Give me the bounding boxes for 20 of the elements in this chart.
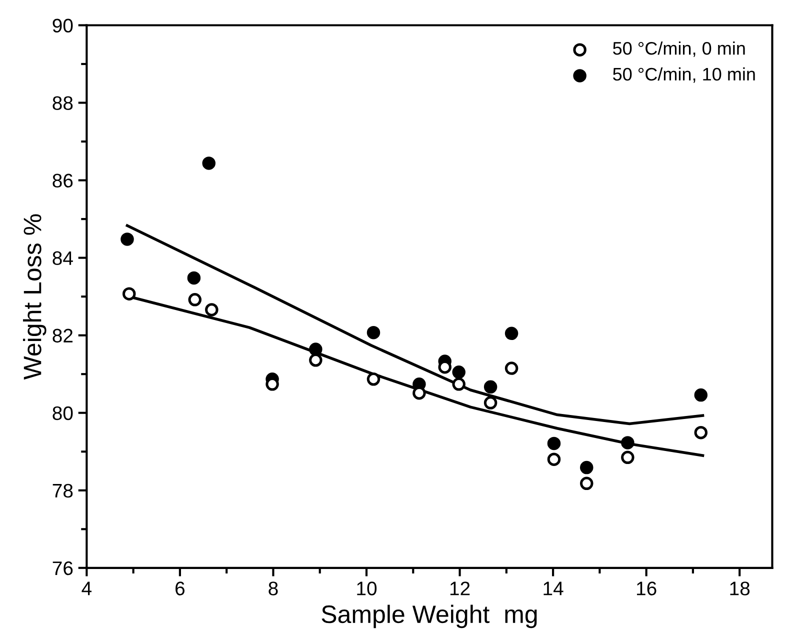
- x-tick-label: 4: [82, 582, 92, 596]
- y-tick-label: 78: [52, 484, 73, 498]
- x-tick-label: 16: [636, 582, 656, 596]
- y-tick-label: 84: [52, 251, 73, 266]
- x-tick-label: 18: [730, 582, 750, 596]
- x-axis-title: Sample Weight mg: [322, 604, 537, 628]
- y-tick-label: 90: [52, 18, 73, 32]
- x-tick-label: 6: [176, 582, 185, 596]
- legend-label: 50 °C/min, 10 min: [613, 67, 755, 83]
- y-tick-label: 82: [52, 328, 73, 343]
- x-tick-label: 12: [450, 582, 470, 596]
- y-tick-label: 76: [52, 561, 73, 576]
- y-tick-label: 88: [52, 96, 73, 110]
- y-axis-title: Weight Loss %: [23, 214, 46, 380]
- y-tick-label: 80: [52, 406, 73, 420]
- x-tick-label: 14: [544, 582, 564, 596]
- x-tick-label: 8: [268, 582, 278, 596]
- y-tick-label: 86: [52, 174, 73, 188]
- x-tick-label: 10: [357, 582, 377, 596]
- legend-label: 50 °C/min, 0 min: [613, 41, 745, 57]
